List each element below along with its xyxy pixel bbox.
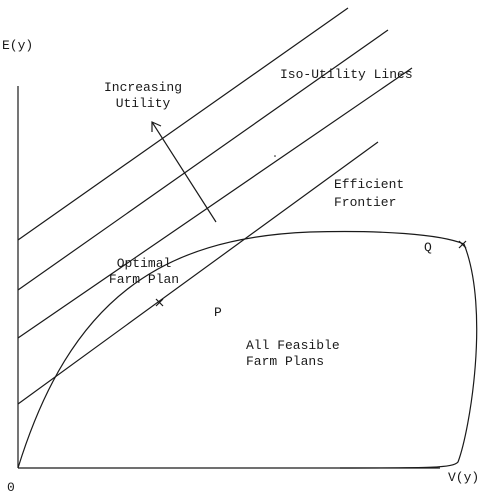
arrow-head [151,121,162,132]
increasing-utility-line-1: Increasing [103,80,182,95]
optimal-farm-plan-label: Optimal Farm Plan [94,256,194,288]
efficient-frontier [17,230,465,469]
optimal-point-marker-2 [155,298,164,307]
y-axis-label: E(y) [2,38,34,53]
iso-utility-line-4 [17,141,379,405]
iso-utility-line-3 [17,67,413,339]
optimal-farm-plan-line-2: Farm Plan [108,272,180,287]
point-q-label: Q [424,240,432,255]
efficient-frontier-label: Efficient Frontier [334,177,404,211]
increasing-utility-arrow [151,121,217,223]
q-point-marker-2 [458,240,467,249]
efficient-frontier-line-2: Frontier [334,195,397,210]
origin-label: 0 [7,480,15,495]
iso-utility-line-1 [17,7,349,241]
speck-dot [274,155,276,157]
feasible-plans-line-2: Farm Plans [246,354,325,369]
iso-utility-label: Iso-Utility Lines [280,67,413,82]
feasible-boundary [339,243,478,469]
feasible-plans-line-1: All Feasible [246,338,340,353]
increasing-utility-label: Increasing Utility [88,80,198,112]
increasing-utility-line-2: Utility [115,96,171,111]
optimal-farm-plan-line-1: Optimal [116,256,172,271]
x-axis-label: V(y) [448,470,480,485]
point-p-label: P [214,305,222,320]
efficient-frontier-line-1: Efficient [334,177,405,192]
iso-utility-line-2 [17,29,389,291]
feasible-plans-label: All Feasible Farm Plans [246,338,340,370]
